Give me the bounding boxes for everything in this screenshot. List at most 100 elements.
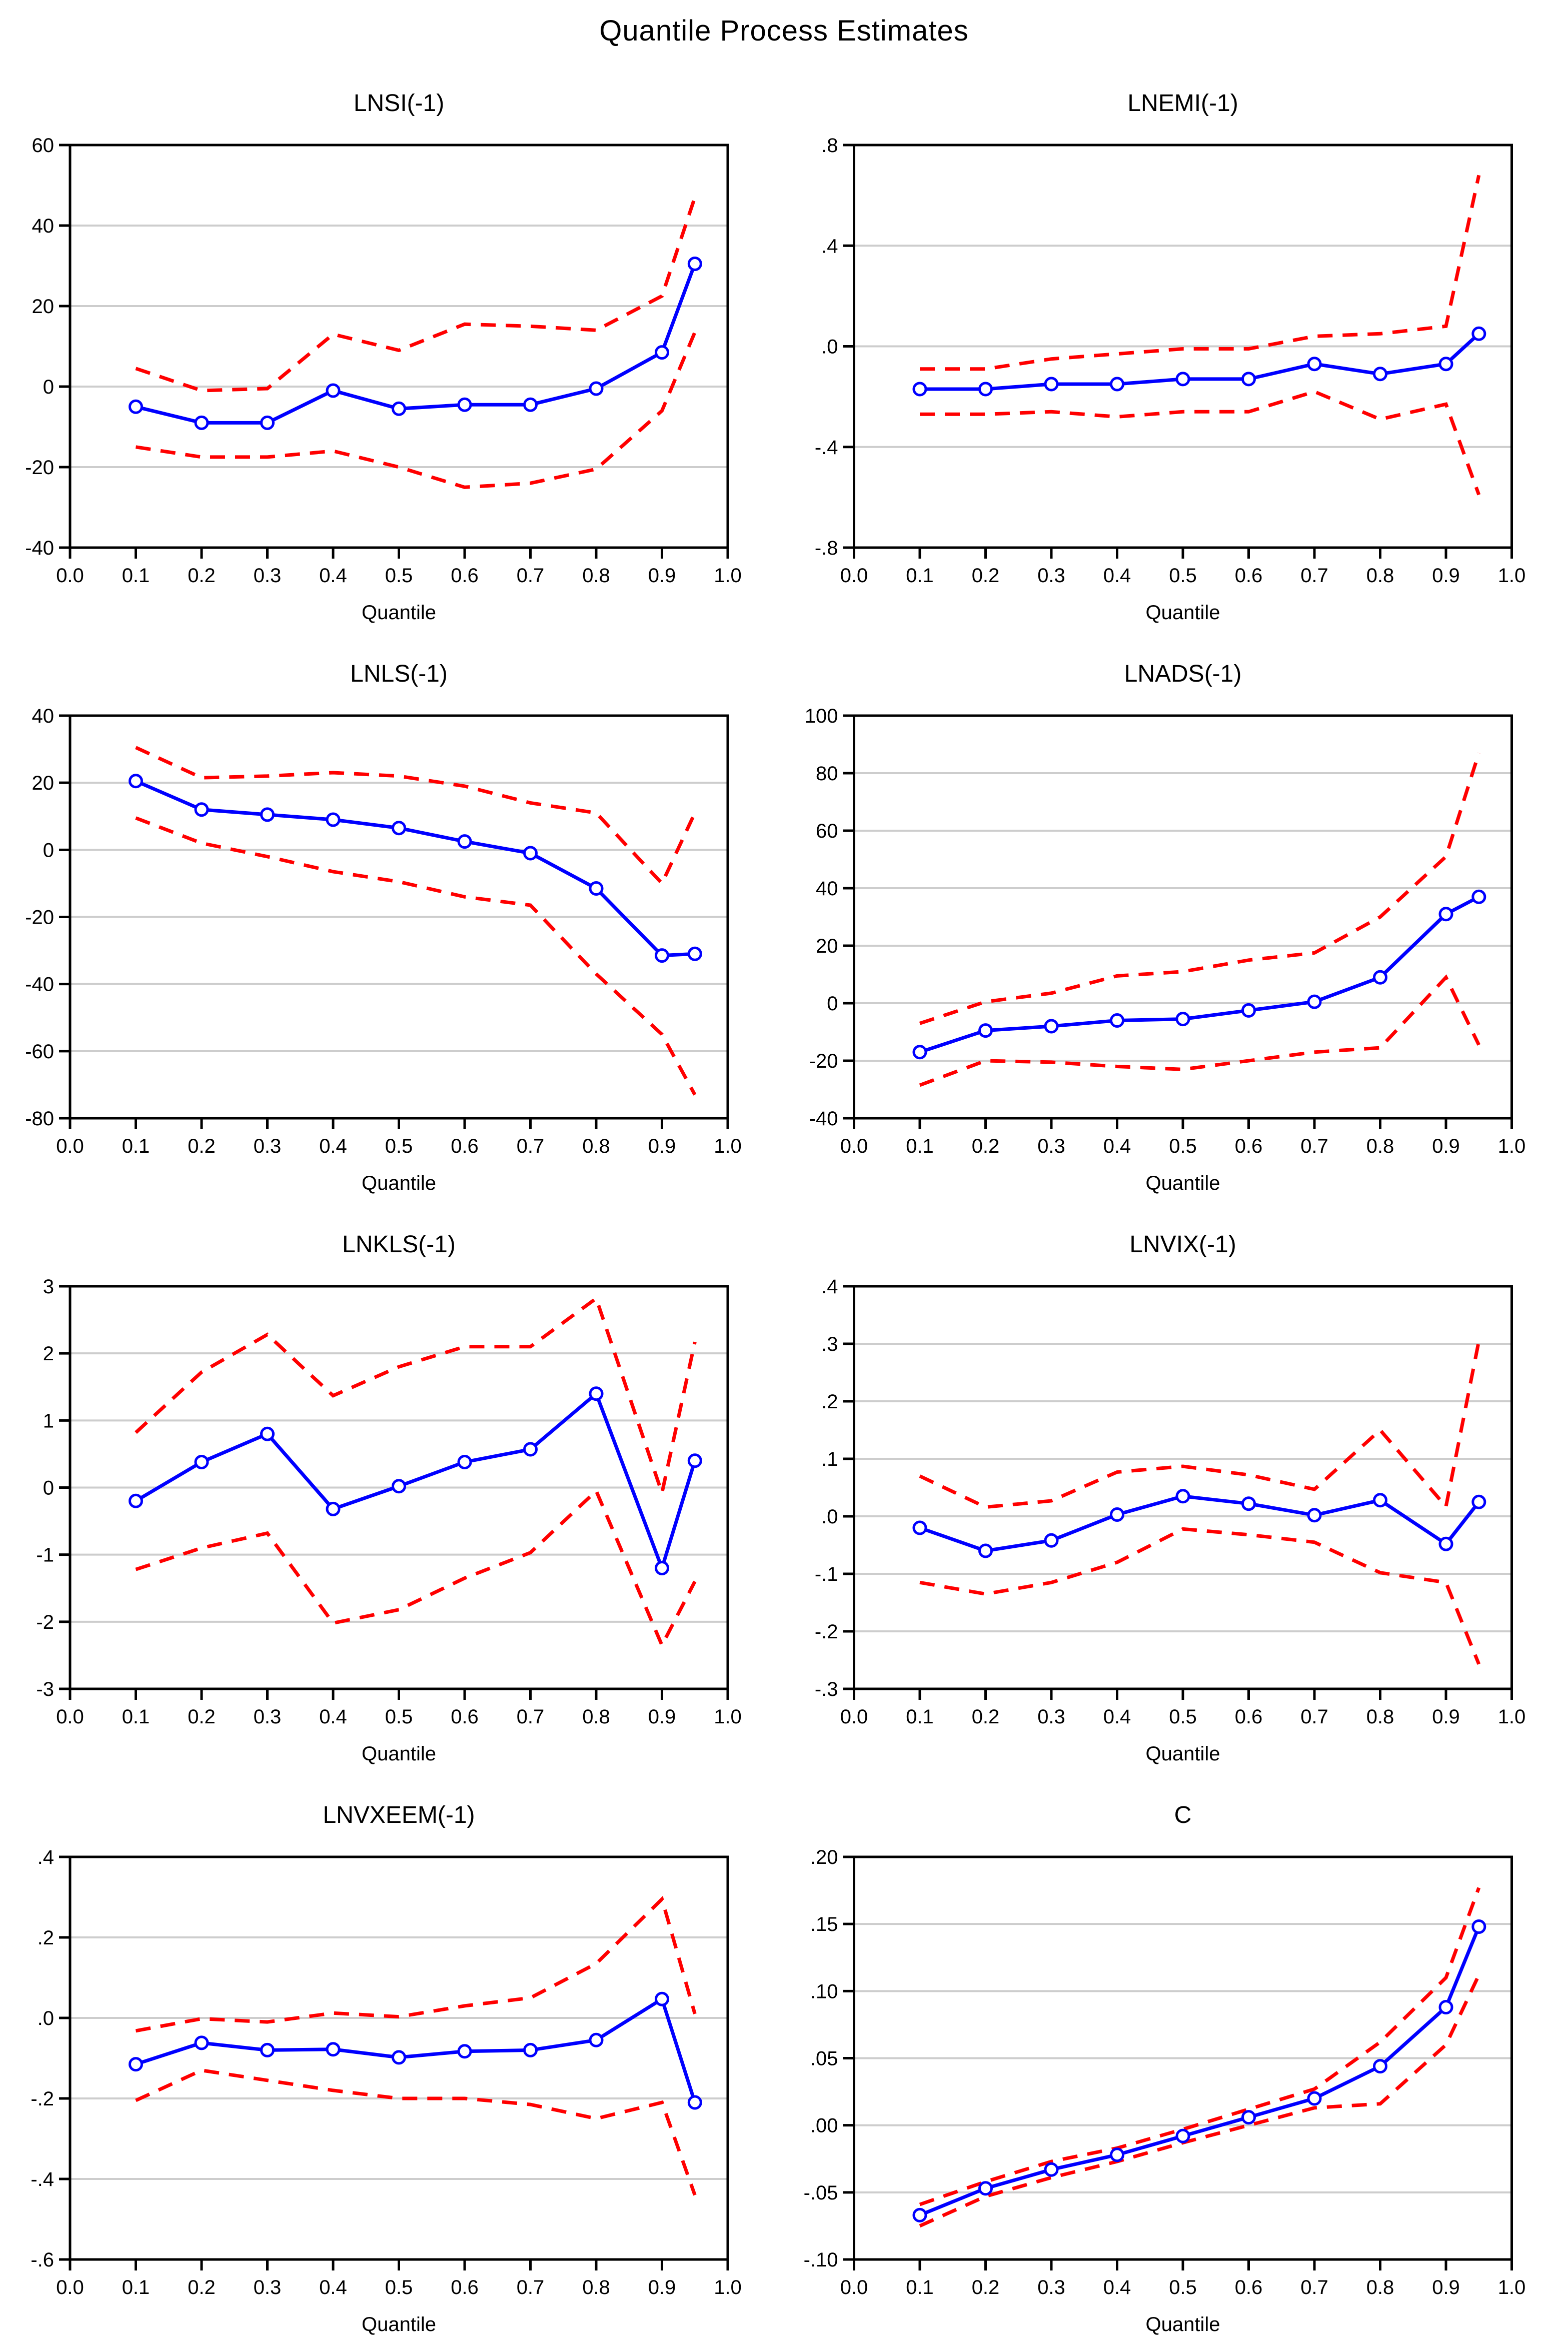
y-tick-label: .3 [821, 1333, 838, 1355]
data-point-marker [1471, 1919, 1486, 1934]
y-tick-label: .2 [38, 1927, 54, 1949]
data-point-marker [194, 2035, 209, 2050]
data-point-marker [1241, 2110, 1256, 2125]
upper-confidence-line [919, 1340, 1481, 1511]
x-axis-caption: Quantile [1146, 2313, 1220, 2335]
y-tick-label: .20 [810, 1846, 838, 1868]
estimate-line [919, 1926, 1481, 2217]
x-tick-label: 0.2 [972, 1706, 1000, 1728]
y-tick-label: 40 [32, 215, 55, 237]
data-point-marker [1044, 1533, 1059, 1548]
y-tick-label: .10 [810, 1980, 838, 2002]
data-point-marker [1175, 2128, 1190, 2143]
chart-canvas-lnls-1: LNLS(-1) 40 20 0 -20 -40 -60 -800.0 0.1 0.2 0.3 0.4… [25, 661, 742, 1194]
subplot-title: LNSI(-1) [354, 90, 444, 117]
subplot-title: LNVXEEM(-1) [323, 1802, 475, 1828]
x-tick-label: 0.0 [56, 565, 84, 587]
y-tick-label: .0 [821, 336, 838, 358]
y-tick-label: 20 [32, 296, 55, 318]
data-point-marker [589, 1386, 604, 1401]
data-point-marker [1373, 970, 1387, 985]
estimate-line [919, 895, 1480, 1054]
x-tick-label: 0.0 [840, 565, 868, 587]
x-tick-label: 0.2 [972, 1135, 1000, 1157]
chart-canvas-lnads-1: LNADS(-1) 100 80 60 40 20 0 -20 -400.0 0.1 0.2 0.3 0… [805, 661, 1526, 1194]
y-tick-label: 100 [805, 705, 838, 727]
x-tick-label: 0.6 [1235, 2276, 1263, 2298]
y-tick-label: -.8 [815, 537, 838, 559]
x-tick-label: 0.5 [385, 565, 413, 587]
x-tick-label: 1.0 [1498, 1135, 1526, 1157]
data-point-marker [1307, 994, 1322, 1009]
data-point-marker [589, 2032, 604, 2047]
x-tick-label: 0.6 [1235, 1706, 1263, 1728]
x-tick-label: 0.2 [972, 565, 1000, 587]
x-tick-label: 1.0 [1498, 2276, 1526, 2298]
x-tick-label: 0.2 [188, 1706, 216, 1728]
data-point-marker [589, 881, 604, 896]
x-tick-label: 0.9 [648, 2276, 676, 2298]
x-tick-label: 0.1 [906, 2276, 934, 2298]
y-tick-label: .1 [821, 1448, 838, 1470]
lower-confidence-line [920, 390, 1481, 496]
data-point-marker [1438, 2000, 1453, 2014]
upper-confidence-line [920, 175, 1481, 371]
data-point-marker [1044, 2162, 1059, 2177]
data-point-marker [260, 1426, 275, 1441]
x-tick-label: 0.8 [582, 1706, 610, 1728]
subplot-lnvix-1: LNVIX(-1) .4 .3 .2 .1 .0 -.1 -.2 -.3 0.0 0.1 0.2 0.3… [784, 1201, 1568, 1772]
data-point-marker [1373, 1493, 1387, 1508]
x-tick-label: 0.3 [1037, 1706, 1065, 1728]
data-point-marker [129, 2057, 143, 2072]
estimate-line [135, 1390, 697, 1574]
y-tick-label: -40 [25, 537, 54, 559]
subplot-title: LNLS(-1) [350, 661, 448, 687]
subplot-lnemi-1: LNEMI(-1) .8 .4 .0 -.4 -.8 0.0 0.1 0.2 0.3 0.4 0.5 0… [784, 60, 1568, 631]
x-tick-label: 0.7 [1300, 1135, 1328, 1157]
y-tick-label: 0 [827, 993, 838, 1015]
data-point-marker [912, 1520, 927, 1535]
x-tick-label: 0.9 [1432, 1706, 1460, 1728]
x-axis-caption: Quantile [1146, 1743, 1220, 1765]
data-point-marker [1471, 889, 1486, 904]
upper-confidence-line [135, 746, 697, 887]
x-tick-label: 0.0 [840, 1135, 868, 1157]
x-tick-label: 0.0 [56, 1706, 84, 1728]
y-tick-label: .2 [821, 1391, 838, 1413]
data-point-marker [260, 807, 275, 822]
y-tick-label: 2 [43, 1343, 54, 1365]
x-tick-label: 0.1 [122, 1135, 150, 1157]
y-tick-label: 40 [816, 878, 838, 900]
x-tick-label: 0.8 [1366, 1135, 1394, 1157]
estimate-line [919, 1494, 1480, 1553]
x-tick-label: 1.0 [714, 1706, 742, 1728]
lower-confidence-line [919, 974, 1480, 1087]
data-point-marker [194, 802, 209, 817]
data-point-marker [912, 1045, 927, 1060]
x-tick-label: 1.0 [714, 1135, 742, 1157]
x-tick-label: 0.4 [1103, 1706, 1131, 1728]
data-point-marker [978, 2181, 993, 2196]
data-point-marker [655, 948, 669, 963]
x-tick-label: 0.8 [582, 565, 610, 587]
x-tick-label: 0.6 [451, 1135, 479, 1157]
x-tick-label: 1.0 [714, 565, 742, 587]
chart-canvas-c: C .20 .15 .10 .05 .00 -.05 -.100.0 0.1 0.2 0.3 0.4 0… [804, 1802, 1526, 2335]
y-tick-label: .0 [38, 2007, 54, 2029]
x-tick-label: 0.9 [1432, 565, 1460, 587]
x-tick-label: 0.1 [906, 1135, 934, 1157]
data-point-marker [687, 257, 702, 271]
data-point-marker [978, 1543, 993, 1558]
x-tick-label: 1.0 [1498, 1706, 1526, 1728]
y-tick-label: 20 [32, 772, 55, 794]
data-point-marker [129, 399, 143, 414]
x-tick-label: 0.6 [451, 565, 479, 587]
y-tick-label: -.6 [31, 2249, 54, 2271]
data-point-marker [1110, 1507, 1124, 1522]
data-point-marker [260, 2042, 275, 2057]
x-tick-label: 0.3 [1037, 565, 1065, 587]
y-tick-label: -20 [25, 457, 54, 479]
x-tick-label: 0.4 [319, 1706, 347, 1728]
y-tick-label: -.3 [815, 1678, 838, 1700]
x-tick-label: 0.8 [582, 2276, 610, 2298]
